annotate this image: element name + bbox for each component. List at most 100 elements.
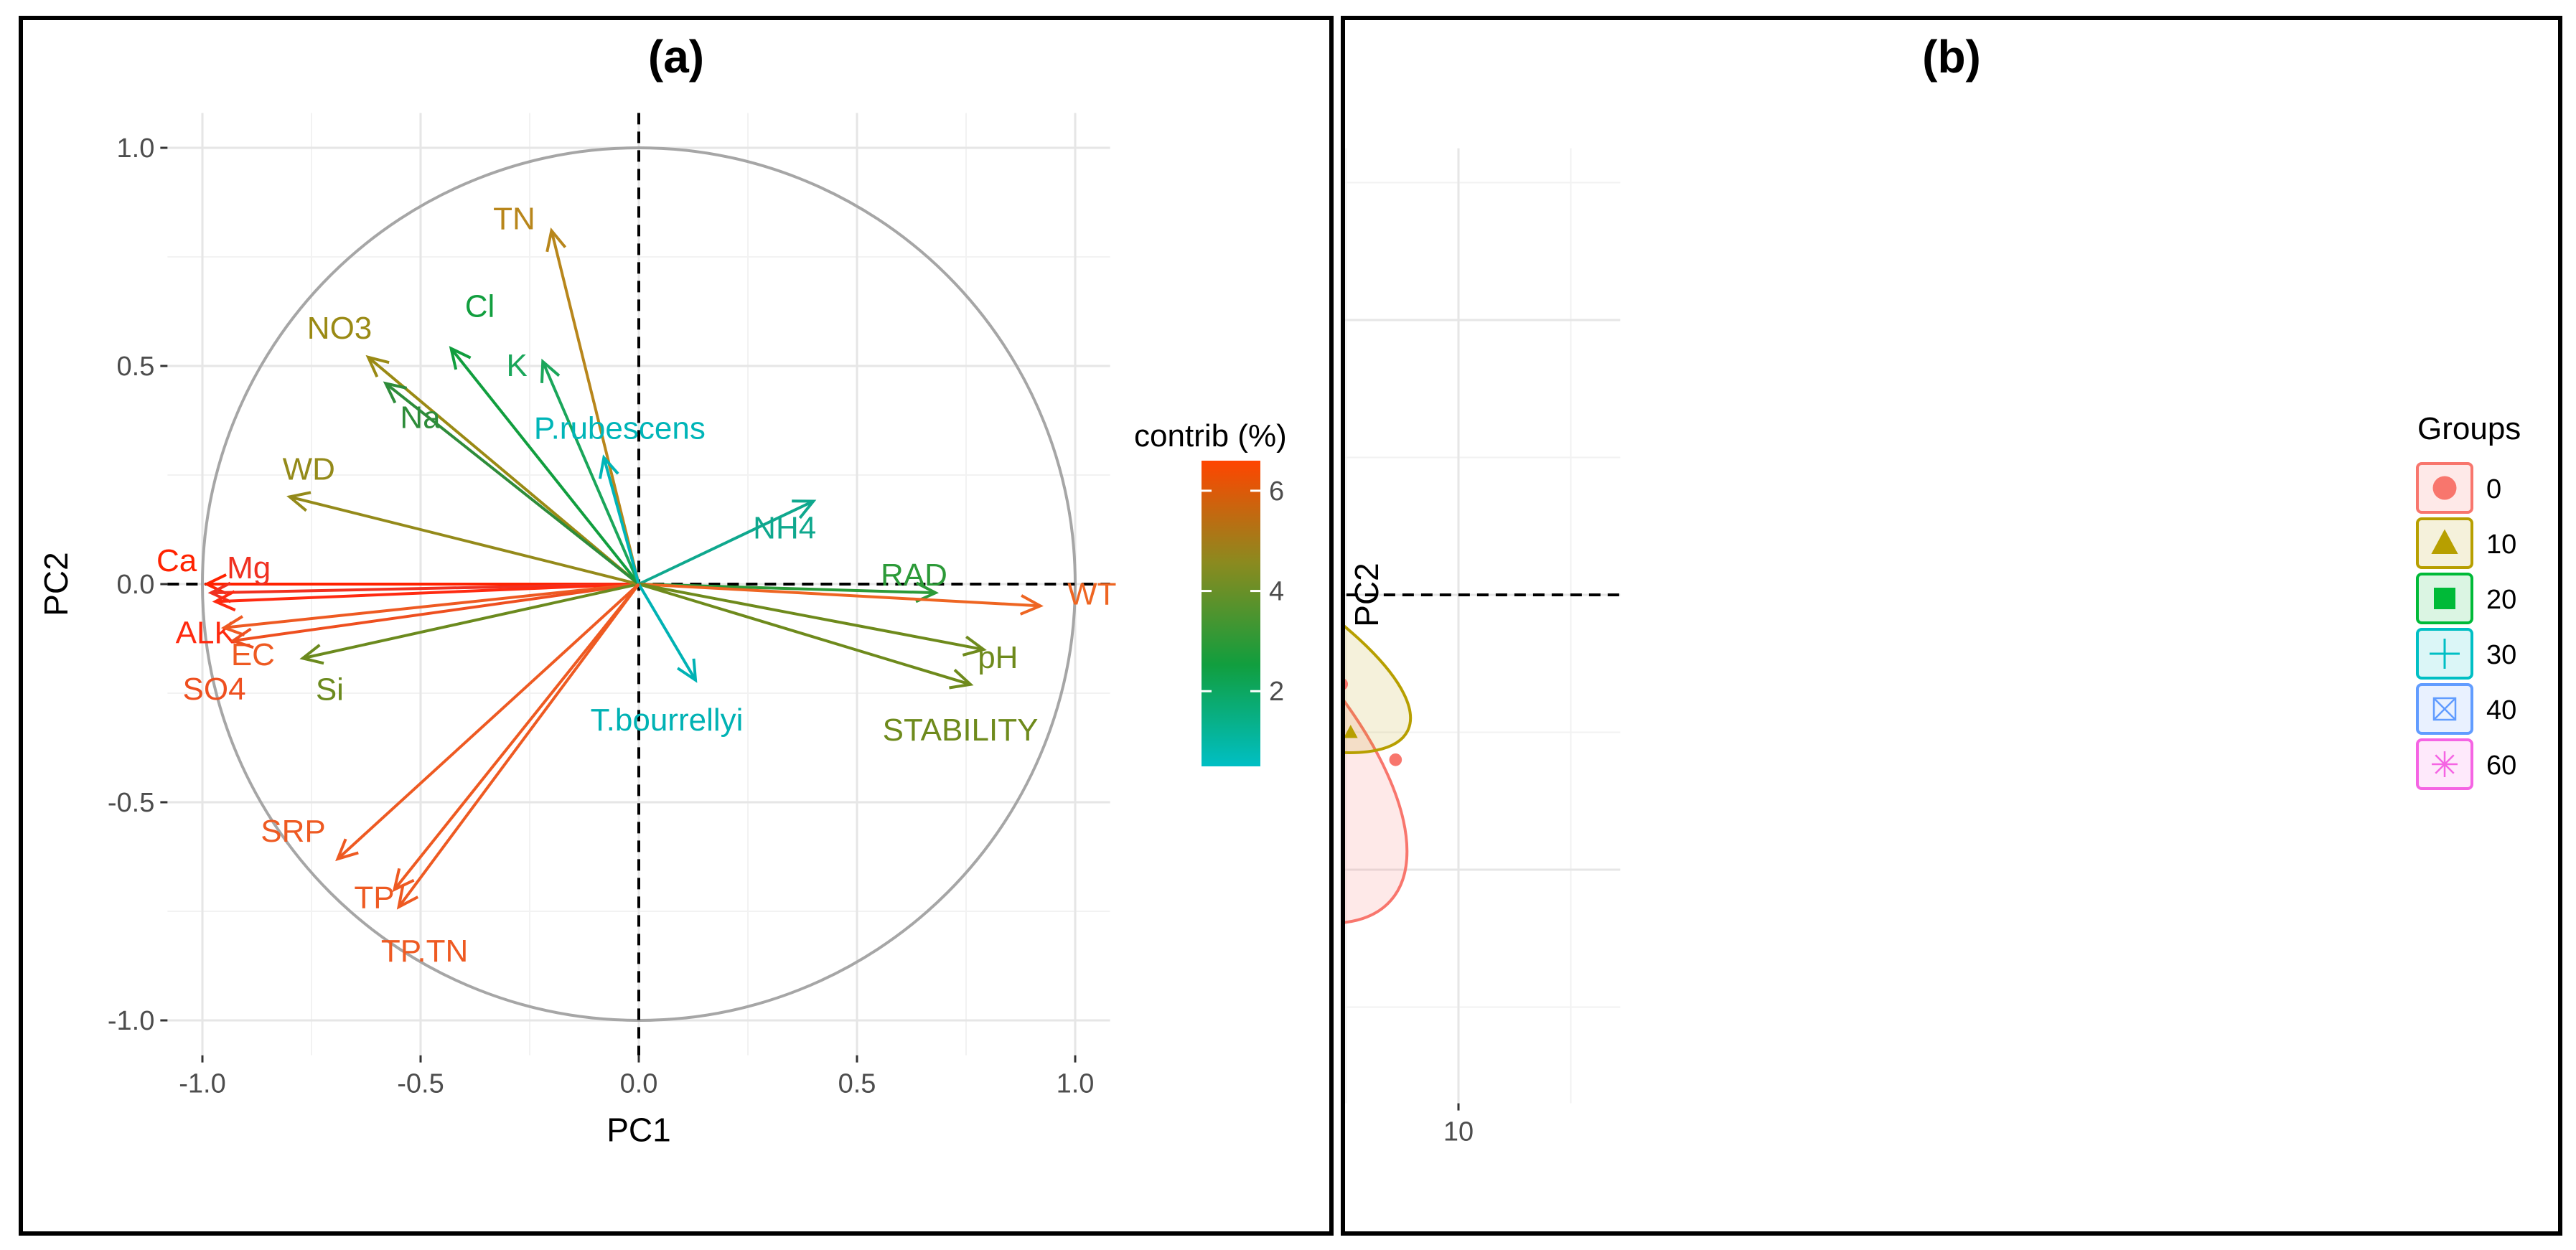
arrowhead-p-rubescens — [598, 454, 619, 479]
arrowhead-si — [299, 644, 324, 665]
arrowhead-tn — [545, 227, 567, 253]
point-group-10 — [1345, 725, 1358, 738]
variable-label-srp: SRP — [261, 814, 325, 849]
legend-marker-group-20 — [2434, 588, 2455, 609]
arrow-k — [541, 361, 640, 585]
ellipse-group-10 — [1345, 463, 1413, 754]
x-tick-label: 1.0 — [1057, 1069, 1095, 1099]
variable-label-stability: STABILITY — [883, 713, 1039, 748]
arrow-na — [385, 382, 640, 586]
arrowhead-ph — [962, 635, 987, 657]
arrow-p-rubescens — [602, 457, 640, 585]
variable-label-tn: TN — [493, 202, 535, 237]
marker-triangle — [2431, 529, 2458, 554]
legend-label-group-20: 20 — [2486, 585, 2516, 615]
variable-label-si: Si — [316, 672, 344, 707]
legend-marker-group-10 — [2431, 529, 2458, 554]
arrow-t-bourrellyi — [637, 583, 697, 681]
variable-label-no3: NO3 — [307, 311, 372, 346]
arrowhead-t-bourrellyi — [676, 658, 698, 683]
arrow-tn — [550, 230, 640, 585]
colorbar-tick-label: 6 — [1269, 476, 1284, 507]
variable-label-p-rubescens: P.rubescens — [534, 411, 706, 446]
arrowhead-so4 — [230, 627, 254, 649]
arrow-wd — [289, 495, 640, 586]
arrowhead-wd — [286, 491, 312, 512]
legend-marker-group-30 — [2430, 639, 2460, 669]
plot-area-b — [1345, 148, 1621, 1104]
variable-label-rad: RAD — [881, 558, 947, 593]
legend-label-group-30: 30 — [2486, 640, 2516, 670]
legend-label-group-0: 0 — [2486, 474, 2501, 504]
marker-cross — [2433, 697, 2456, 720]
legend-title-groups: Groups — [2417, 411, 2521, 446]
y-tick-label: 0.0 — [117, 570, 155, 600]
ellipse-group-0 — [1345, 478, 1409, 925]
arrowhead-no3 — [365, 354, 390, 378]
legend-label-group-40: 40 — [2486, 695, 2516, 725]
panel-b-title: (b) — [1922, 31, 1981, 83]
x-tick-label: 10 — [1443, 1117, 1474, 1147]
arrowhead-stability — [949, 669, 974, 690]
variable-label-wt: WT — [1067, 576, 1116, 611]
individuals-plot: -50510-404PC1PC2Groups01020304060 — [1345, 148, 2521, 1147]
x-tick-label: 0.5 — [838, 1069, 876, 1099]
arrow-mg — [211, 583, 640, 595]
arrowhead-nh4 — [792, 499, 817, 520]
marker-box — [2432, 697, 2457, 721]
legend-label-group-60: 60 — [2486, 751, 2516, 781]
x-tick-label: -0.5 — [397, 1069, 444, 1099]
variable-label-ph: pH — [978, 640, 1018, 675]
marker-circle — [1345, 679, 1349, 690]
panel-a-title: (a) — [647, 31, 705, 83]
marker-triangle — [1345, 725, 1358, 738]
arrowhead-alk — [212, 590, 236, 612]
legend-marker-group-60 — [2432, 751, 2458, 777]
y-tick-label: -1.0 — [108, 1006, 154, 1036]
arrow-alk — [215, 583, 640, 603]
colorbar-tick-label: 2 — [1269, 677, 1284, 707]
y-axis-title: PC2 — [1348, 563, 1385, 626]
contrib-colorbar — [1202, 461, 1260, 766]
variable-label-tp: TP — [354, 880, 394, 916]
variable-label-cl: Cl — [465, 289, 495, 324]
variable-label-ca: Ca — [156, 543, 197, 578]
arrowhead-na — [383, 381, 408, 404]
legend-marker-group-40 — [2432, 697, 2457, 721]
x-tick-label: -1.0 — [179, 1069, 225, 1099]
variable-label-alk: ALK — [176, 615, 235, 650]
variable-correlation-plot: -1.0 -0.5 0.0 0.5 1.0 -1.0 -0.5 0.0 0.5 1.0 PC1 PC2… — [37, 113, 1287, 1149]
arrow-wt — [638, 583, 1041, 608]
x-tick-label: 0.0 — [620, 1069, 658, 1099]
arrowhead-ec — [220, 615, 245, 636]
marker-asterisk-stroke — [2435, 754, 2455, 774]
unit-circle — [201, 146, 1077, 1022]
arrow-no3 — [367, 356, 640, 586]
variable-label-tp-tn: TP.TN — [381, 934, 468, 969]
variable-label-na: Na — [400, 400, 441, 435]
arrow-si — [302, 583, 640, 660]
variable-label-k: K — [507, 348, 528, 383]
legend-title-contrib: contrib (%) — [1134, 418, 1287, 454]
panel-a: (a) -1.0 -0.5 0.0 0.5 1.0 -1.0 -0.5 0.0 0.5 1.0 PC… — [19, 16, 1334, 1236]
arrowhead-mg — [207, 581, 232, 603]
y-tick-label: 0.5 — [117, 352, 155, 382]
y-tick-label: 1.0 — [117, 133, 155, 164]
arrow-ec — [224, 583, 640, 629]
variable-label-t-bourrellyi: T.bourrellyi — [591, 702, 744, 738]
arrow-cl — [449, 347, 640, 586]
arrowhead-srp — [335, 838, 359, 862]
arrowhead-wt — [1019, 594, 1044, 616]
y-axis-title: PC2 — [37, 552, 75, 616]
colorbar-tick-label: 4 — [1269, 577, 1284, 607]
legend-label-group-10: 10 — [2486, 530, 2516, 560]
arrow-tp — [393, 583, 640, 890]
marker-square — [2434, 588, 2455, 609]
arrow-nh4 — [638, 499, 815, 586]
arrow-srp — [337, 583, 640, 860]
variable-label-mg: Mg — [227, 550, 271, 586]
arrow-ph — [638, 583, 984, 652]
marker-circle — [2432, 476, 2457, 500]
variable-label-nh4: NH4 — [753, 510, 816, 545]
arrowhead-cl — [449, 346, 472, 370]
